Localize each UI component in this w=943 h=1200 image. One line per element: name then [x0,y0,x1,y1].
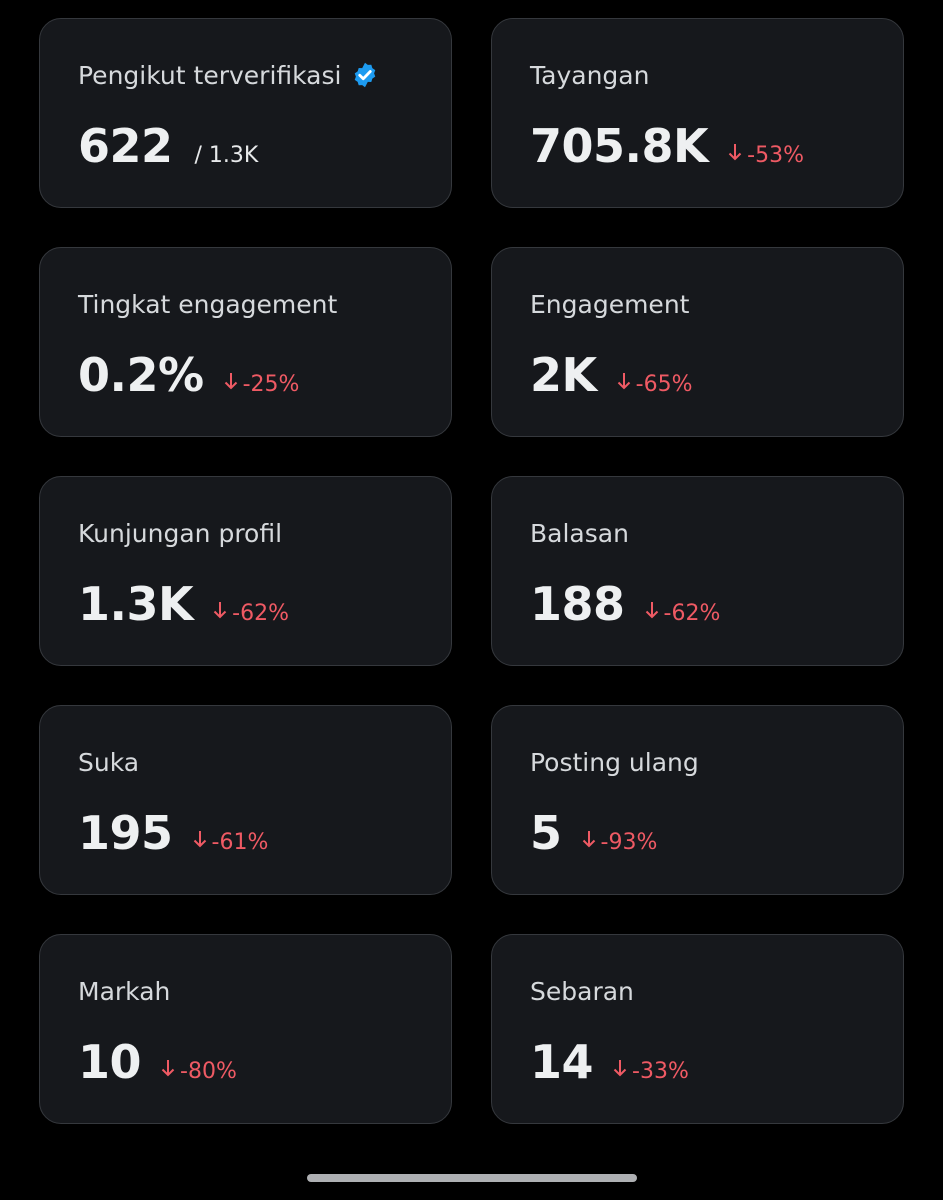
change-text: -62% [663,601,721,626]
down-arrow [728,144,742,161]
card-label-row: Tingkat engagement [78,286,451,322]
change-text: -61% [211,830,269,855]
card-value: 14 [530,1035,594,1089]
card-value: 10 [78,1035,142,1089]
change-text: -33% [632,1059,689,1084]
verified-badge [355,62,376,88]
card-value-row: 705.8K -53% [530,119,903,173]
card-value: 188 [530,577,625,631]
stat-card[interactable]: Suka 195 -61% [39,705,452,895]
card-label-row: Markah [78,973,451,1009]
card-value-row: 14 -33% [530,1035,903,1089]
down-arrow [617,373,630,390]
down-arrow [613,1060,627,1077]
stat-card[interactable]: Kunjungan profil 1.3K -62% [39,476,452,666]
card-label: Pengikut terverifikasi [78,60,342,90]
stat-card[interactable]: Sebaran 14 -33% [491,934,904,1124]
card-change: -53% [728,142,804,168]
change-text: -53% [747,143,804,168]
card-value-row: 622 / 1.3K [78,119,451,173]
card-label: Sebaran [530,976,634,1006]
card-value-row: 10 -80% [78,1035,451,1089]
down-arrow [224,373,237,390]
change-text: -65% [635,372,693,397]
card-change: -25% [224,371,300,397]
down-arrow [645,602,658,619]
card-value-row: 188 -62% [530,577,903,631]
card-value: 1.3K [78,577,194,631]
card-value: 2K [530,348,597,402]
stat-card[interactable]: Tingkat engagement 0.2% -25% [39,247,452,437]
card-suffix: / 1.3K [194,143,259,168]
change-text: -25% [242,372,300,397]
card-change: -61% [193,829,269,855]
card-label: Markah [78,976,171,1006]
card-label: Engagement [530,289,690,319]
card-change: -80% [161,1058,237,1084]
card-label-row: Engagement [530,286,903,322]
card-label: Balasan [530,518,629,548]
change-text: -80% [180,1059,237,1084]
card-label-row: Posting ulang [530,744,903,780]
stat-card[interactable]: Markah 10 -80% [39,934,452,1124]
card-label-row: Suka [78,744,451,780]
card-value-row: 195 -61% [78,806,451,860]
card-value: 5 [530,806,562,860]
card-label-row: Pengikut terverifikasi [78,57,451,93]
card-value-row: 2K -65% [530,348,903,402]
change-text: -93% [600,830,658,855]
card-label: Tayangan [530,60,650,90]
card-value: 195 [78,806,173,860]
down-arrow [213,602,227,619]
card-label-row: Tayangan [530,57,903,93]
stat-card[interactable]: Posting ulang 5 -93% [491,705,904,895]
stats-grid: Pengikut terverifikasi 622 / 1.3K Tayangan 7… [39,18,905,1124]
card-change: -65% [617,371,693,397]
card-change: -62% [213,600,289,626]
card-value-row: 1.3K -62% [78,577,451,631]
card-label: Tingkat engagement [78,289,338,319]
card-label: Kunjungan profil [78,518,283,548]
card-value: 705.8K [530,119,709,173]
card-value-row: 0.2% -25% [78,348,451,402]
card-change: -33% [613,1058,689,1084]
card-change: -93% [582,829,658,855]
card-change: -62% [645,600,721,626]
stat-card[interactable]: Pengikut terverifikasi 622 / 1.3K [39,18,452,208]
stat-card[interactable]: Engagement 2K -65% [491,247,904,437]
card-label: Suka [78,747,140,777]
card-value: 622 [78,119,173,173]
card-label-row: Kunjungan profil [78,515,451,551]
down-arrow [161,1060,175,1077]
change-text: -62% [232,601,289,626]
stat-card[interactable]: Balasan 188 -62% [491,476,904,666]
card-label-row: Sebaran [530,973,903,1009]
card-label: Posting ulang [530,747,699,777]
card-value: 0.2% [78,348,204,402]
stat-card[interactable]: Tayangan 705.8K -53% [491,18,904,208]
down-arrow [582,831,595,848]
card-label-row: Balasan [530,515,903,551]
home-indicator [307,1174,637,1182]
down-arrow [193,831,206,848]
card-value-row: 5 -93% [530,806,903,860]
